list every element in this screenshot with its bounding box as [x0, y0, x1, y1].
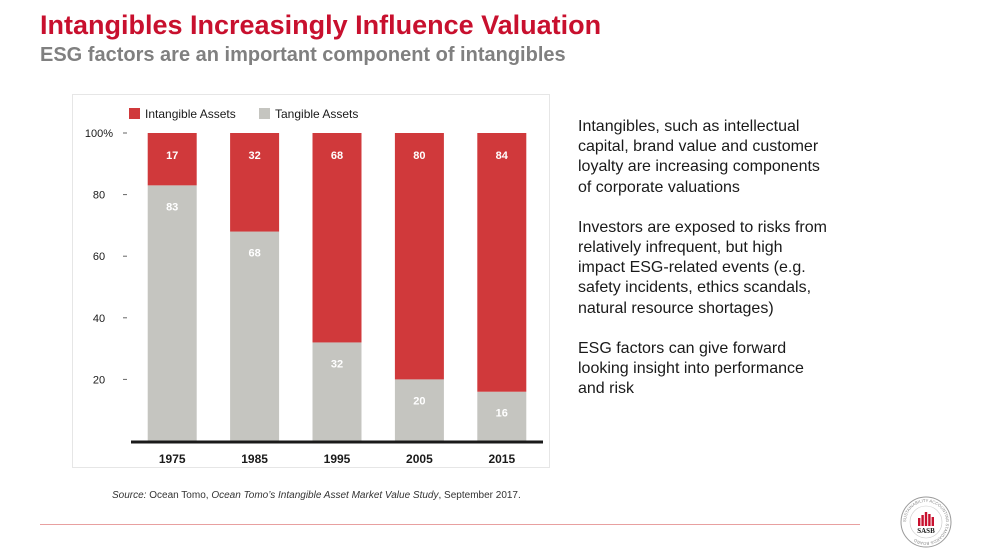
logo-bars	[918, 512, 934, 526]
source-prefix: Source:	[112, 490, 147, 501]
y-tick-label: 80	[93, 190, 105, 202]
data-label-intangible: 32	[248, 150, 260, 162]
y-tick-label: 20	[93, 374, 105, 386]
logo-text: SASB	[917, 527, 935, 535]
bar-tangible	[394, 379, 444, 441]
data-label-tangible: 83	[166, 201, 178, 213]
data-label-intangible: 17	[166, 150, 178, 162]
y-tick-label: 100%	[85, 128, 113, 140]
bar-tangible	[477, 391, 527, 441]
legend-label: Tangible Assets	[275, 107, 358, 121]
bullet-text: Investors are exposed to risks from rela…	[578, 218, 827, 317]
data-label-intangible: 84	[496, 150, 509, 162]
stacked-bar-chart: Intangible Assets Tangible Assets 100% 80 60…	[72, 94, 550, 468]
data-label-intangible: 80	[413, 150, 425, 162]
source-study: Ocean Tomo’s Intangible Asset Market Val…	[211, 490, 439, 501]
sasb-logo: SUSTAINABILITY ACCOUNTING STANDARDS BOAR…	[900, 496, 952, 548]
source-note: Source: Ocean Tomo, Ocean Tomo’s Intangi…	[112, 490, 521, 501]
y-tick-label: 40	[93, 313, 105, 325]
bar-intangible	[394, 133, 444, 380]
bar-intangible	[312, 133, 362, 343]
y-tick-label: 60	[93, 251, 105, 263]
x-tick-label: 2015	[488, 452, 515, 466]
footer-divider	[40, 524, 860, 525]
x-tick-label: 1975	[159, 452, 186, 466]
legend-swatch	[259, 108, 270, 119]
x-tick-label: 1985	[241, 452, 268, 466]
data-label-tangible: 32	[331, 358, 343, 370]
legend-label: Intangible Assets	[145, 107, 236, 121]
bar-tangible	[230, 231, 280, 441]
source-org: Ocean Tomo,	[146, 490, 212, 501]
legend-swatch	[129, 108, 140, 119]
data-label-intangible: 68	[331, 150, 343, 162]
data-label-tangible: 68	[248, 248, 260, 260]
bullet-text: ESG factors can give forward looking ins…	[578, 339, 804, 398]
chart-canvas: Intangible Assets Tangible Assets 100% 80 60…	[85, 107, 543, 466]
bullet-list: Intangibles, such as intellectual capita…	[578, 117, 828, 419]
x-tick-label: 1995	[324, 452, 351, 466]
bar-tangible	[147, 185, 197, 441]
x-tick-label: 2005	[406, 452, 433, 466]
bar-intangible	[477, 133, 527, 392]
page-title: Intangibles Increasingly Influence Valua…	[40, 10, 602, 40]
data-label-tangible: 16	[496, 408, 508, 420]
bullet-text: Intangibles, such as intellectual capita…	[578, 118, 820, 196]
bar-intangible	[147, 133, 197, 186]
data-label-tangible: 20	[413, 395, 425, 407]
page-subtitle: ESG factors are an important component o…	[40, 44, 566, 66]
source-date: , September 2017.	[438, 490, 521, 501]
bar-intangible	[230, 133, 280, 232]
bar-tangible	[312, 342, 362, 441]
